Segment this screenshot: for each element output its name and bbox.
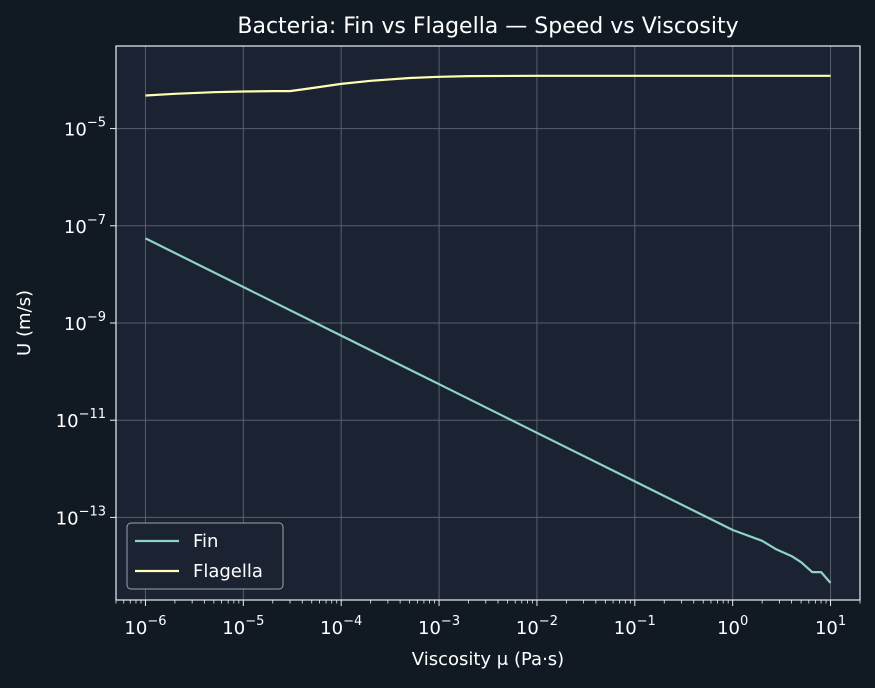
x-tick-label: 10−4 <box>320 614 362 639</box>
tick-layer: 10−6 10−5 10−4 10−3 10−2 10−1 100 101 10−5 10−7 10… <box>56 116 861 639</box>
y-tick-label: 10−7 <box>64 213 106 238</box>
series-line-fin <box>145 237 832 584</box>
y-axis-label: U (m/s) <box>14 290 35 356</box>
series-line-flagella <box>145 74 831 97</box>
x-tick-label: 10−5 <box>222 614 264 639</box>
x-tick-label: 10−1 <box>614 614 656 639</box>
y-tick-label: 10−11 <box>56 407 106 432</box>
x-tick-label: 100 <box>717 614 748 639</box>
legend-label-flagella: Flagella <box>193 561 263 582</box>
x-tick-label: 101 <box>815 614 846 639</box>
x-tick-label: 10−3 <box>418 614 460 639</box>
x-axis-label: Viscosity μ (Pa·s) <box>412 649 564 670</box>
y-tick-label: 10−13 <box>56 504 106 529</box>
grid-lines <box>116 46 860 600</box>
x-tick-label: 10−6 <box>124 614 166 639</box>
legend-box <box>126 522 284 590</box>
series-layer <box>145 74 832 584</box>
y-tick-label: 10−5 <box>64 116 106 141</box>
y-tick-label: 10−9 <box>64 310 106 335</box>
legend: Fin Flagella <box>126 522 284 590</box>
legend-label-fin: Fin <box>193 531 218 552</box>
chart-title: Bacteria: Fin vs Flagella — Speed vs Vis… <box>237 14 738 39</box>
x-tick-label: 10−2 <box>516 614 558 639</box>
